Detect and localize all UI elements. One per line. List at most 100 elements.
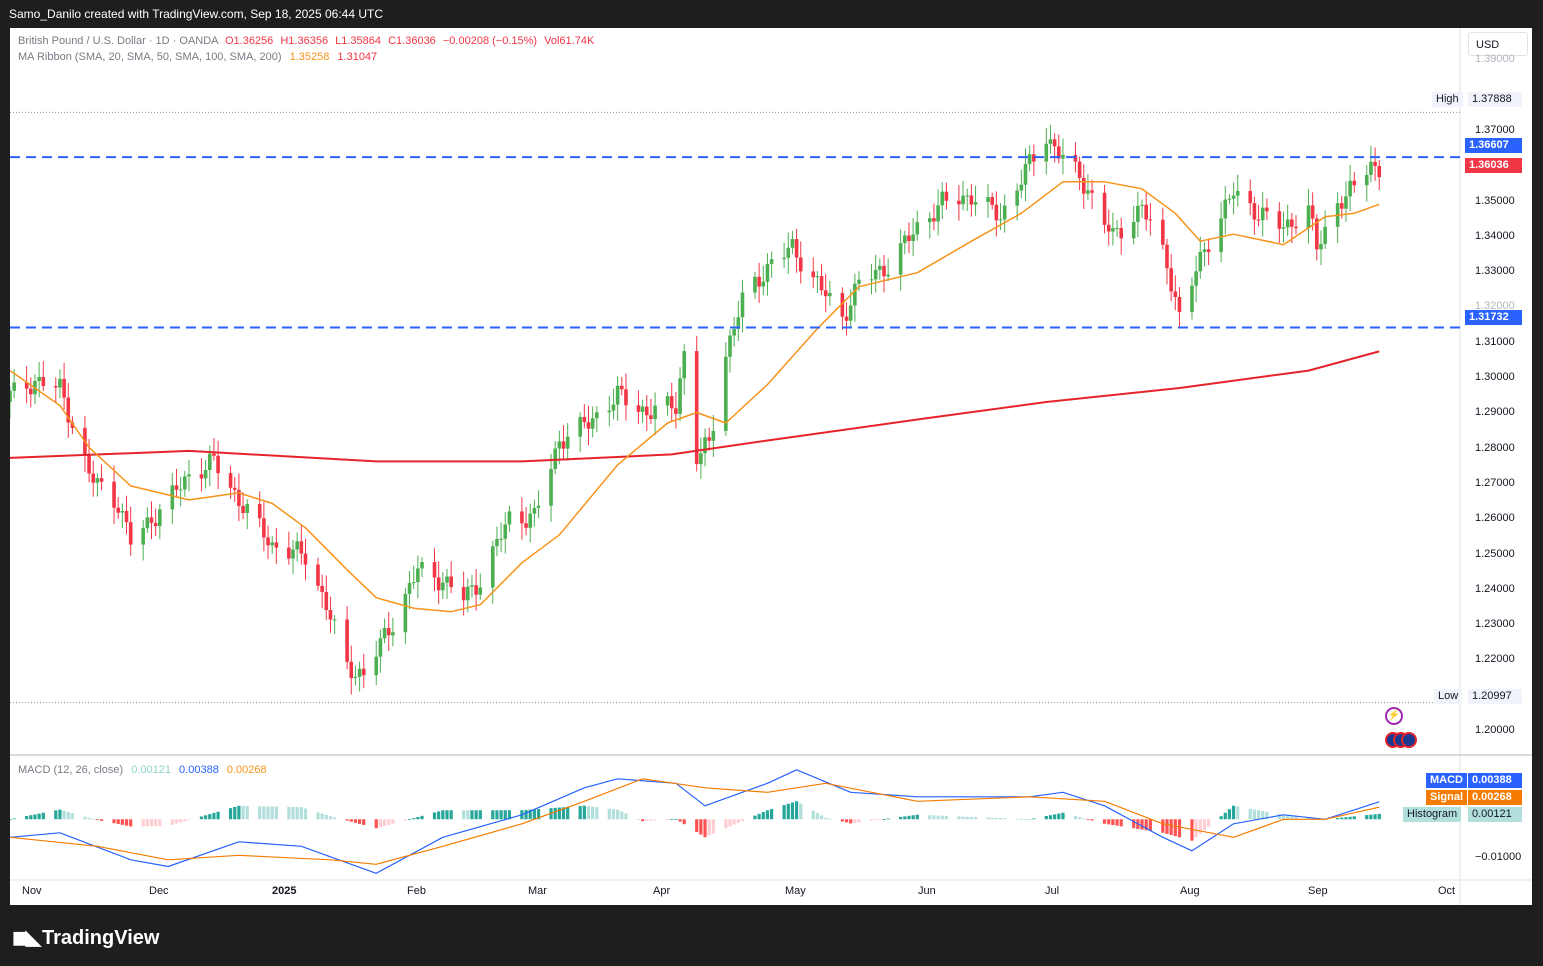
candle-body xyxy=(636,405,641,412)
sma200-value: 1.31047 xyxy=(337,51,378,63)
chart-canvas[interactable] xyxy=(10,28,1532,905)
macd-histogram-bar xyxy=(212,812,216,820)
macd-histogram-bar xyxy=(1261,811,1265,820)
candle-body xyxy=(1090,190,1094,193)
lightning-event-icon[interactable]: ⚡ xyxy=(1385,707,1403,725)
price-tick: 1.24000 xyxy=(1475,583,1515,595)
candle-body xyxy=(187,474,191,477)
macd-histogram-bar xyxy=(736,819,740,823)
macd-histogram-bar xyxy=(645,819,649,821)
chart-frame[interactable]: British Pound / U.S. Dollar · 1D · OANDA… xyxy=(10,28,1532,905)
candle-body xyxy=(902,235,907,244)
candle-body xyxy=(595,412,599,419)
candle-body xyxy=(37,376,41,381)
macd-histogram-bar xyxy=(478,810,482,820)
macd-histogram-bar xyxy=(208,814,212,820)
macd-histogram-bar xyxy=(416,817,420,820)
ma-title[interactable]: MA Ribbon (SMA, 20, SMA, 50, SMA, 100, S… xyxy=(18,51,282,63)
candle-body xyxy=(299,541,304,554)
candle-body xyxy=(158,509,162,527)
candle-body xyxy=(653,405,657,419)
candle-body xyxy=(553,448,558,470)
candle-body xyxy=(461,587,466,601)
candle-body xyxy=(1023,163,1028,185)
macd-histogram-bar xyxy=(274,806,278,820)
macd-histogram-bar xyxy=(682,819,686,825)
macd-histogram-bar xyxy=(944,815,949,820)
macd-histogram-bar xyxy=(595,807,599,820)
candle-body xyxy=(441,582,445,591)
macd-histogram-bar xyxy=(432,812,437,820)
macd-histogram-bar xyxy=(58,809,62,820)
candle-body xyxy=(1073,154,1078,162)
uk-flag-event-icon[interactable] xyxy=(1401,732,1417,748)
macd-title[interactable]: MACD (12, 26, close) xyxy=(18,764,124,776)
candle-body xyxy=(345,619,349,662)
macd-histogram-bar xyxy=(611,809,616,820)
macd-histogram-bar xyxy=(25,816,29,820)
macd-histogram-bar xyxy=(407,819,412,821)
candle-body xyxy=(1202,249,1207,252)
candle-body xyxy=(1294,226,1298,229)
macd-histogram-bar xyxy=(653,819,657,821)
time-label: Jul xyxy=(1045,885,1060,897)
macd-histogram-bar xyxy=(819,815,824,820)
price-tick: 1.33000 xyxy=(1475,265,1515,277)
candle-body xyxy=(120,510,125,513)
time-label: Dec xyxy=(149,885,169,897)
macd-histogram-bar xyxy=(1344,817,1348,820)
currency-button[interactable]: USD xyxy=(1468,32,1528,56)
brand-name: TradingView xyxy=(41,927,160,949)
macd-histogram-bar xyxy=(882,819,886,820)
candle-body xyxy=(232,487,237,490)
candle-body xyxy=(128,522,133,545)
macd-histogram-bar xyxy=(724,819,728,829)
volume-value: Vol61.74K xyxy=(544,35,595,47)
macd-histogram-bar xyxy=(998,818,1003,820)
price-tick: 1.27000 xyxy=(1475,477,1515,489)
candle-body xyxy=(87,455,91,474)
macd-histogram-bar xyxy=(387,819,391,825)
candle-body xyxy=(1019,184,1024,191)
candle-body xyxy=(561,441,566,449)
macd-histogram-bar xyxy=(266,806,270,820)
macd-histogram-bar xyxy=(187,819,191,821)
candle-body xyxy=(207,453,212,471)
candle-body xyxy=(1310,205,1315,219)
candle-body xyxy=(466,586,470,601)
candle-body xyxy=(66,397,71,423)
macd-histogram-bar xyxy=(345,819,349,821)
candle-body xyxy=(1344,196,1348,209)
macd-histogram-bar xyxy=(112,819,116,824)
macd-histogram-bar xyxy=(95,819,99,821)
candle-body xyxy=(1161,219,1165,245)
macd-histogram-bar xyxy=(1248,808,1252,820)
candle-body xyxy=(1148,219,1153,221)
symbol-name[interactable]: British Pound / U.S. Dollar · 1D · OANDA xyxy=(18,35,218,47)
candle-body xyxy=(295,541,299,550)
candle-body xyxy=(1131,221,1136,239)
macd-histogram-bar xyxy=(994,817,998,820)
macd-signal-value: 0.00268 xyxy=(226,764,267,776)
candle-body xyxy=(303,553,308,565)
candle-body xyxy=(886,274,890,277)
candle-body xyxy=(1369,161,1373,175)
candle-body xyxy=(740,292,745,318)
macd-histogram-bar xyxy=(1377,813,1381,820)
tradingview-logo[interactable]: ◼◣ TradingView xyxy=(12,925,159,950)
macd-histogram-bar xyxy=(811,810,815,820)
macd-histogram-bar xyxy=(10,819,12,821)
macd-histogram-bar xyxy=(1015,818,1019,820)
candle-body xyxy=(624,389,628,406)
macd-histogram-bar xyxy=(591,806,595,820)
price-tick: 1.23000 xyxy=(1475,618,1515,630)
candle-body xyxy=(669,396,674,409)
macd-histogram-bar xyxy=(907,815,911,820)
candle-body xyxy=(911,234,915,241)
macd-histogram-bar xyxy=(561,807,566,820)
candle-body xyxy=(1323,226,1327,244)
macd-histogram-bar xyxy=(624,813,628,820)
time-label: Aug xyxy=(1180,885,1200,897)
macd-histogram-bar xyxy=(969,816,973,820)
macd-histogram-bar xyxy=(636,819,641,821)
